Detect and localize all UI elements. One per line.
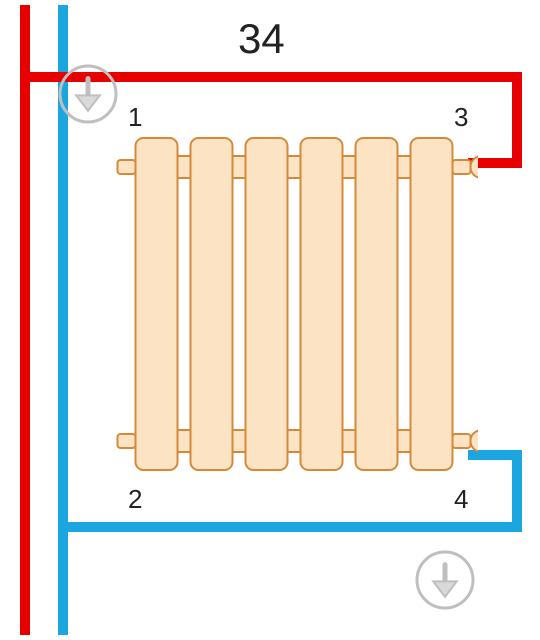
watermark-icon bbox=[415, 550, 475, 610]
corner-label-2: 2 bbox=[128, 486, 142, 512]
corner-label-3: 3 bbox=[454, 104, 468, 130]
cold-return-bottom-pipe bbox=[58, 522, 522, 532]
hot-supply-drop-pipe bbox=[512, 72, 522, 168]
diagram-title: 34 bbox=[238, 18, 285, 60]
watermark-icon bbox=[58, 64, 118, 124]
radiator bbox=[110, 130, 478, 478]
diagram-stage: 34 1 2 3 4 bbox=[0, 0, 540, 640]
hot-supply-vertical-pipe bbox=[20, 5, 30, 635]
corner-label-1: 1 bbox=[128, 104, 142, 130]
corner-label-4: 4 bbox=[454, 486, 468, 512]
cold-return-rise-pipe bbox=[512, 460, 522, 532]
